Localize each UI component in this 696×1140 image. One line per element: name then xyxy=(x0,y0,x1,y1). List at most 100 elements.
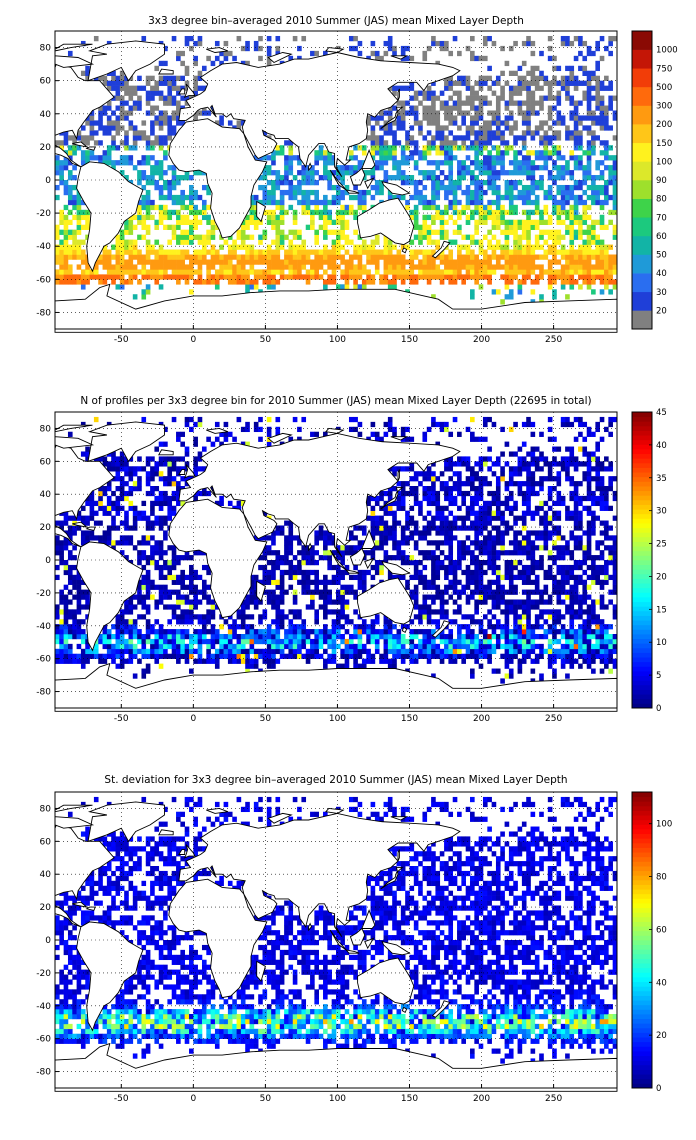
data-cell xyxy=(426,45,432,52)
data-cell xyxy=(119,254,125,260)
data-cell xyxy=(227,259,233,265)
data-cell xyxy=(201,638,207,645)
data-cell xyxy=(452,204,458,211)
data-cell xyxy=(604,180,609,186)
data-cell xyxy=(275,426,281,433)
data-cell xyxy=(158,189,164,196)
data-cell xyxy=(59,550,64,556)
data-cell xyxy=(331,564,337,571)
data-cell xyxy=(422,638,428,645)
data-cell xyxy=(344,189,350,196)
data-cell xyxy=(80,284,86,290)
data-cell xyxy=(240,224,246,230)
data-cell xyxy=(357,545,363,551)
data-cell xyxy=(383,274,389,280)
data-cell xyxy=(426,648,432,655)
gridlines xyxy=(55,31,617,329)
data-cell xyxy=(292,214,298,221)
data-cell xyxy=(184,643,190,650)
data-cell xyxy=(124,515,129,521)
data-cell xyxy=(124,461,129,467)
data-cell xyxy=(517,219,523,225)
data-cell xyxy=(591,269,596,275)
data-cell xyxy=(197,648,203,655)
data-cell xyxy=(569,65,575,72)
data-cell xyxy=(405,55,410,62)
data-cell xyxy=(487,239,492,245)
data-cell xyxy=(106,80,112,86)
data-cell xyxy=(586,214,592,221)
data-cell xyxy=(560,244,566,250)
data-cell xyxy=(223,653,229,659)
data-cell xyxy=(266,170,272,176)
data-cell xyxy=(145,476,151,482)
data-cell xyxy=(197,638,203,645)
data-cell xyxy=(227,269,233,275)
data-cell xyxy=(400,500,406,507)
data-cell xyxy=(98,274,103,280)
data-cell xyxy=(106,125,112,131)
data-cell xyxy=(426,579,432,585)
data-cell xyxy=(249,279,255,285)
data-cell xyxy=(336,579,341,585)
data-cell xyxy=(396,629,402,635)
data-cell xyxy=(163,634,168,640)
data-cell xyxy=(85,219,90,225)
data-cell xyxy=(470,105,475,111)
data-cell xyxy=(508,189,514,196)
data-cell xyxy=(374,165,380,171)
data-cell xyxy=(357,189,363,196)
data-cell xyxy=(67,244,73,250)
data-cell xyxy=(163,120,168,126)
data-cell xyxy=(474,90,479,96)
data-cell xyxy=(370,574,376,581)
data-cell xyxy=(370,155,376,161)
data-cell xyxy=(556,90,562,96)
data-cell xyxy=(426,269,432,275)
data-cell xyxy=(245,614,250,620)
data-cell xyxy=(76,279,82,285)
data-cell xyxy=(193,219,198,225)
data-cell xyxy=(327,643,332,650)
data-cell xyxy=(292,648,298,655)
data-cell xyxy=(154,643,160,650)
data-cell xyxy=(193,90,198,96)
data-cell xyxy=(305,189,311,196)
data-cell xyxy=(158,115,164,121)
data-cell xyxy=(150,130,155,136)
data-cell xyxy=(439,471,445,477)
data-cell xyxy=(137,85,142,91)
data-cell xyxy=(240,244,246,250)
data-cell xyxy=(526,85,531,91)
data-cell xyxy=(305,589,311,595)
data-cell xyxy=(370,535,376,541)
data-cell xyxy=(513,90,518,96)
data-cell xyxy=(370,520,376,526)
data-cell xyxy=(599,35,605,42)
data-cell xyxy=(426,274,432,280)
data-cell xyxy=(552,55,557,62)
data-cell xyxy=(465,125,471,131)
data-cell xyxy=(63,594,69,600)
data-cell xyxy=(569,155,575,161)
data-cell xyxy=(288,194,294,201)
data-cell xyxy=(387,629,393,635)
data-cell xyxy=(482,135,488,141)
data-cell xyxy=(128,456,134,462)
data-cell xyxy=(534,80,540,86)
data-cell xyxy=(500,254,505,260)
data-cell xyxy=(72,135,77,141)
data-cell xyxy=(573,140,579,146)
data-cell xyxy=(422,530,428,536)
data-cell xyxy=(422,599,428,605)
data-cell xyxy=(271,214,276,221)
data-cell xyxy=(444,264,449,270)
data-cell xyxy=(396,125,402,131)
data-cell xyxy=(543,95,549,101)
data-cell xyxy=(176,264,181,270)
data-cell xyxy=(80,658,86,664)
data-cell xyxy=(119,629,125,635)
data-cell xyxy=(297,643,302,650)
data-cell xyxy=(383,421,389,428)
data-cell xyxy=(197,643,203,650)
